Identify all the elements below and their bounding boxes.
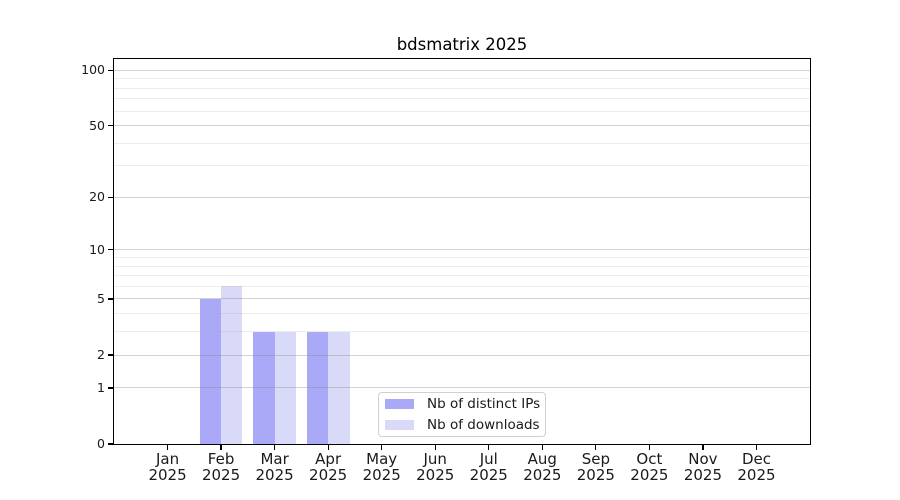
- y-tick-label: 1: [97, 379, 105, 395]
- x-tick-year: 2025: [255, 466, 294, 484]
- minor-gridline: [114, 87, 810, 89]
- minor-gridline: [114, 78, 810, 80]
- y-tick-label: 50: [89, 117, 105, 133]
- x-tick-month: May: [366, 450, 398, 468]
- legend-swatch-downloads: [385, 420, 414, 430]
- x-tick-month: Jul: [479, 450, 498, 468]
- y-axis-tick: [107, 443, 113, 445]
- minor-gridline: [114, 275, 810, 277]
- x-axis-tick: [648, 445, 651, 451]
- x-tick-year: 2025: [683, 466, 723, 484]
- major-gridline: [114, 354, 810, 356]
- x-tick-year: 2025: [148, 466, 187, 484]
- minor-gridline: [114, 331, 810, 333]
- bar-distinct-ips-apr: [306, 331, 329, 444]
- x-tick-month: Feb: [207, 450, 235, 468]
- x-tick-label: Nov 2025: [658, 451, 748, 483]
- bar-distinct-ips-feb: [199, 298, 222, 444]
- minor-gridline: [114, 285, 810, 287]
- y-tick-label: 100: [81, 62, 105, 78]
- x-tick-year: 2025: [309, 466, 348, 484]
- minor-gridline: [114, 98, 810, 100]
- y-axis-tick: [107, 387, 113, 389]
- x-tick-month: Sep: [581, 450, 610, 468]
- x-tick-year: 2025: [469, 466, 508, 484]
- x-tick-month: Nov: [688, 450, 718, 468]
- x-tick-year: 2025: [362, 466, 401, 484]
- minor-gridline: [114, 257, 810, 258]
- x-tick-month: Mar: [260, 450, 289, 468]
- minor-gridline: [114, 110, 810, 112]
- x-tick-month: Aug: [527, 450, 557, 468]
- bar-downloads-apr: [328, 331, 350, 444]
- x-tick-label: Mar 2025: [230, 451, 320, 483]
- x-axis-tick: [702, 445, 704, 451]
- x-axis-tick: [434, 445, 436, 451]
- bar-downloads-feb: [221, 286, 243, 444]
- legend-item-downloads: Nb of downloads: [385, 417, 545, 433]
- x-tick-label: May 2025: [337, 451, 427, 483]
- x-tick-label: Aug 2025: [497, 451, 587, 483]
- x-tick-year: 2025: [416, 466, 455, 484]
- x-tick-year: 2025: [523, 466, 562, 484]
- major-gridline: [114, 249, 810, 251]
- bar-downloads-mar: [274, 331, 297, 444]
- x-tick-month: Oct: [636, 450, 663, 468]
- x-tick-label: Sep 2025: [551, 451, 641, 483]
- bar-distinct-ips-mar: [253, 331, 275, 444]
- x-tick-label: Apr 2025: [283, 451, 373, 483]
- y-axis-tick: [107, 69, 113, 71]
- x-tick-year: 2025: [201, 466, 241, 484]
- x-tick-year: 2025: [576, 466, 615, 484]
- legend-label-downloads: Nb of downloads: [427, 417, 540, 433]
- y-tick-label: 20: [89, 189, 105, 205]
- major-gridline: [114, 125, 810, 127]
- major-gridline: [114, 387, 810, 389]
- y-tick-label: 10: [89, 241, 105, 257]
- legend-item-distinct-ips: Nb of distinct IPs: [385, 396, 545, 412]
- x-axis-tick: [327, 445, 329, 451]
- x-tick-year: 2025: [630, 466, 669, 484]
- x-tick-label: Dec 2025: [711, 451, 801, 483]
- x-axis-tick: [541, 445, 543, 451]
- minor-gridline: [114, 265, 810, 267]
- minor-gridline: [114, 313, 810, 315]
- x-tick-label: Oct 2025: [604, 451, 694, 483]
- x-axis-tick: [166, 445, 169, 451]
- x-axis-tick: [273, 445, 276, 451]
- x-axis-tick: [381, 445, 383, 451]
- legend-label-distinct-ips: Nb of distinct IPs: [427, 396, 541, 412]
- y-axis-tick: [107, 124, 113, 127]
- minor-gridline: [114, 142, 810, 144]
- major-gridline: [114, 196, 810, 198]
- x-tick-label: Jul 2025: [444, 451, 534, 483]
- y-tick-label: 2: [97, 347, 105, 363]
- major-gridline: [114, 69, 810, 71]
- legend: Nb of distinct IPs Nb of downloads: [378, 392, 546, 437]
- minor-gridline: [114, 165, 810, 167]
- x-tick-label: Jan 2025: [123, 451, 213, 483]
- y-tick-label: 0: [97, 436, 105, 451]
- x-tick-year: 2025: [737, 466, 776, 484]
- legend-swatch-distinct-ips: [385, 399, 414, 409]
- plot-area: 0 1 2 5 10 20 50 100 Jan 2025 Feb 2025 Mar 2025 Apr 202…: [81, 58, 811, 483]
- y-axis-tick: [107, 298, 113, 300]
- major-gridline: [114, 298, 810, 300]
- x-axis-tick: [488, 445, 490, 451]
- y-tick-label: 5: [97, 290, 105, 306]
- x-tick-month: Dec: [741, 450, 771, 468]
- chart-title: bdsmatrix 2025: [396, 35, 528, 54]
- y-axis-tick: [107, 249, 113, 251]
- y-axis-tick: [107, 196, 113, 199]
- x-axis-tick: [220, 445, 222, 451]
- x-axis-tick: [755, 445, 758, 451]
- x-tick-label: Feb 2025: [176, 451, 266, 483]
- x-tick-month: Apr: [315, 450, 342, 468]
- x-tick-month: Jan: [155, 450, 180, 468]
- x-tick-month: Jun: [423, 450, 447, 468]
- x-axis-tick: [595, 445, 597, 451]
- y-axis-tick: [107, 354, 113, 356]
- x-tick-label: Jun 2025: [390, 451, 480, 483]
